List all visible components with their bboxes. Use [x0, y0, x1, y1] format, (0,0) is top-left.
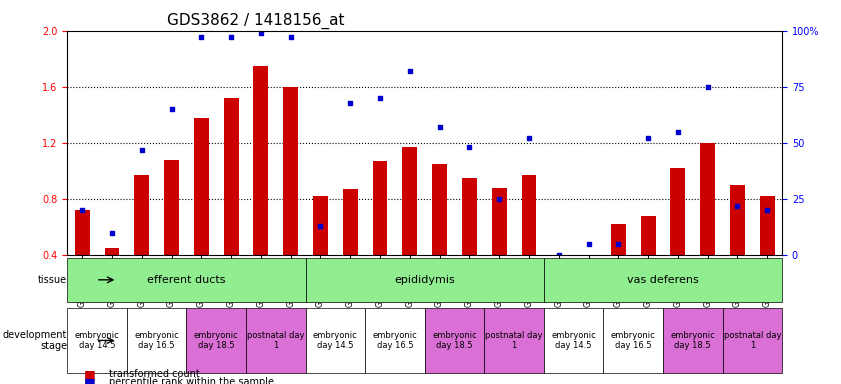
Text: efferent ducts: efferent ducts	[147, 275, 225, 285]
Bar	[283, 87, 298, 311]
Point	[671, 129, 685, 135]
Bar	[641, 216, 655, 311]
Bar	[521, 175, 537, 311]
Bar	[164, 160, 179, 311]
Point	[165, 106, 178, 113]
Point	[463, 144, 476, 151]
Text: GDS3862 / 1418156_at: GDS3862 / 1418156_at	[167, 13, 345, 29]
Bar	[343, 189, 357, 311]
Bar	[373, 161, 388, 311]
Bar	[432, 164, 447, 311]
Point	[135, 147, 149, 153]
FancyBboxPatch shape	[544, 258, 782, 302]
Point	[76, 207, 89, 214]
Point	[433, 124, 447, 130]
Text: embryonic
day 18.5: embryonic day 18.5	[432, 331, 477, 350]
Text: embryonic
day 18.5: embryonic day 18.5	[670, 331, 715, 350]
FancyBboxPatch shape	[663, 308, 722, 373]
Bar	[701, 143, 715, 311]
FancyBboxPatch shape	[67, 308, 127, 373]
Bar	[224, 98, 239, 311]
Point	[522, 136, 536, 142]
Point	[105, 230, 119, 236]
Point	[760, 207, 774, 214]
Point	[314, 223, 327, 229]
Text: development stage: development stage	[3, 329, 67, 351]
Text: epididymis: epididymis	[394, 275, 455, 285]
Bar	[462, 178, 477, 311]
Text: tissue: tissue	[38, 275, 67, 285]
FancyBboxPatch shape	[67, 258, 305, 302]
Text: embryonic
day 16.5: embryonic day 16.5	[373, 331, 417, 350]
FancyBboxPatch shape	[305, 308, 365, 373]
FancyBboxPatch shape	[365, 308, 425, 373]
Point	[373, 95, 387, 101]
Bar	[492, 188, 506, 311]
Text: ■: ■	[84, 368, 96, 381]
Bar	[75, 210, 90, 311]
Text: transformed count: transformed count	[109, 369, 200, 379]
Point	[731, 203, 744, 209]
Bar	[581, 258, 596, 311]
FancyBboxPatch shape	[305, 258, 544, 302]
Bar	[135, 175, 149, 311]
Bar	[670, 168, 685, 311]
FancyBboxPatch shape	[603, 308, 663, 373]
Text: percentile rank within the sample: percentile rank within the sample	[109, 377, 274, 384]
Text: postnatal day
1: postnatal day 1	[723, 331, 781, 350]
FancyBboxPatch shape	[484, 308, 544, 373]
FancyBboxPatch shape	[187, 308, 246, 373]
FancyBboxPatch shape	[246, 308, 305, 373]
Text: embryonic
day 14.5: embryonic day 14.5	[313, 331, 357, 350]
Point	[343, 99, 357, 106]
Bar	[759, 196, 775, 311]
Point	[552, 252, 565, 258]
Point	[611, 241, 625, 247]
Text: embryonic
day 16.5: embryonic day 16.5	[611, 331, 656, 350]
Point	[403, 68, 416, 74]
Bar	[104, 248, 119, 311]
FancyBboxPatch shape	[425, 308, 484, 373]
FancyBboxPatch shape	[544, 308, 603, 373]
Text: vas deferens: vas deferens	[627, 275, 699, 285]
Point	[225, 35, 238, 41]
Bar	[730, 185, 745, 311]
Bar	[611, 224, 626, 311]
Point	[701, 84, 714, 90]
Text: embryonic
day 14.5: embryonic day 14.5	[75, 331, 119, 350]
FancyBboxPatch shape	[722, 308, 782, 373]
Point	[582, 241, 595, 247]
Text: embryonic
day 16.5: embryonic day 16.5	[135, 331, 179, 350]
Point	[642, 136, 655, 142]
Point	[284, 35, 298, 41]
Text: embryonic
day 18.5: embryonic day 18.5	[193, 331, 239, 350]
Text: postnatal day
1: postnatal day 1	[485, 331, 542, 350]
Bar	[194, 118, 209, 311]
Point	[194, 35, 208, 41]
Bar	[402, 147, 417, 311]
Text: postnatal day
1: postnatal day 1	[247, 331, 304, 350]
Bar	[253, 66, 268, 311]
FancyBboxPatch shape	[127, 308, 187, 373]
Bar	[552, 262, 566, 311]
Point	[493, 196, 506, 202]
Text: ■: ■	[84, 376, 96, 384]
Text: embryonic
day 14.5: embryonic day 14.5	[551, 331, 596, 350]
Point	[254, 30, 267, 36]
Bar	[313, 196, 328, 311]
